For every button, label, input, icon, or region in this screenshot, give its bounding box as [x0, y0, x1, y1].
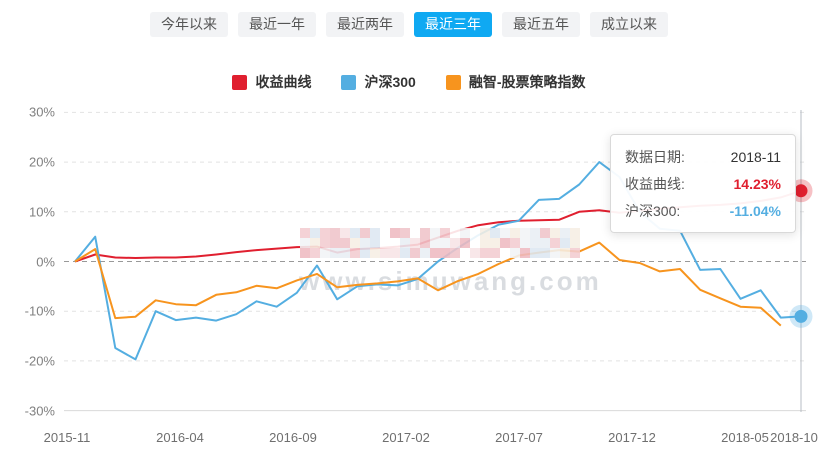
tab-2-years[interactable]: 最近两年	[326, 12, 404, 37]
chart-tooltip: 数据日期: 2018-11 收益曲线: 14.23% 沪深300: -11.04…	[610, 134, 796, 233]
x-axis-tick-label: 2018-10	[770, 430, 818, 445]
tooltip-csi300-value: -11.04%	[729, 202, 781, 219]
series-line-融智-股票策略指数	[74, 241, 782, 327]
tooltip-csi300-label: 沪深300:	[625, 202, 681, 219]
x-axis-tick-label: 2016-04	[156, 430, 204, 445]
tooltip-return-curve-label: 收益曲线:	[625, 175, 685, 192]
tooltip-return-curve-value: 14.23%	[733, 175, 781, 192]
x-axis-tick-label: 2015-11	[43, 430, 91, 445]
y-axis-tick-label: -30%	[24, 403, 55, 419]
chart-legend: 收益曲线 沪深300 融智-股票策略指数	[0, 72, 818, 92]
y-axis-tick-label: 10%	[28, 204, 55, 220]
period-tabs: 今年以来 最近一年 最近两年 最近三年 最近五年 成立以来	[0, 12, 818, 37]
legend-swatch-return-curve	[232, 74, 248, 90]
x-axis-tick-label: 2017-12	[608, 430, 656, 445]
legend-swatch-strategy-index	[445, 74, 461, 90]
tab-ytd[interactable]: 今年以来	[150, 12, 228, 37]
x-axis-tick-label: 2017-02	[382, 430, 430, 445]
legend-item-strategy-index[interactable]: 融智-股票策略指数	[445, 72, 586, 92]
marker-dot	[794, 309, 808, 323]
legend-label-strategy-index: 融智-股票策略指数	[468, 74, 586, 90]
legend-swatch-csi300	[341, 74, 357, 90]
marker-dot	[794, 184, 808, 198]
tooltip-csi300-row: 沪深300: -11.04%	[625, 197, 781, 224]
tooltip-date-row: 数据日期: 2018-11	[625, 143, 781, 170]
tab-since-inception[interactable]: 成立以来	[590, 12, 668, 37]
tooltip-return-curve-row: 收益曲线: 14.23%	[625, 170, 781, 197]
x-axis-tick-label: 2017-07	[495, 430, 543, 445]
tab-3-years[interactable]: 最近三年	[414, 12, 492, 37]
censored-mosaic-overlay	[300, 228, 580, 258]
tooltip-date-value: 2018-11	[730, 148, 781, 165]
legend-label-return-curve: 收益曲线	[255, 74, 312, 90]
y-axis-tick-label: -10%	[24, 303, 55, 319]
y-axis-tick-label: -20%	[24, 353, 55, 369]
x-axis-tick-label: 2016-09	[269, 430, 317, 445]
legend-label-csi300: 沪深300	[364, 74, 416, 90]
x-axis-tick-label: 2018-05	[721, 430, 769, 445]
legend-item-csi300[interactable]: 沪深300	[341, 72, 416, 92]
tab-5-years[interactable]: 最近五年	[502, 12, 580, 37]
y-axis-tick-label: 0%	[36, 254, 55, 269]
legend-item-return-curve[interactable]: 收益曲线	[232, 72, 311, 92]
tooltip-date-label: 数据日期:	[625, 148, 685, 165]
y-axis-tick-label: 30%	[28, 104, 55, 120]
tab-1-year[interactable]: 最近一年	[238, 12, 316, 37]
y-axis-tick-label: 20%	[28, 154, 55, 170]
